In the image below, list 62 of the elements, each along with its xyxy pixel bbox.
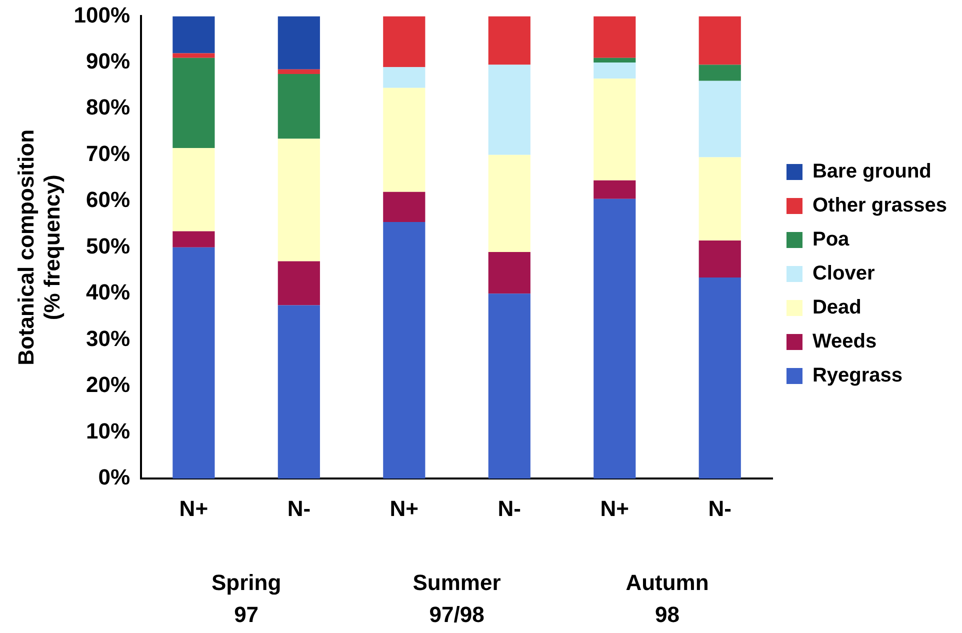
bar xyxy=(488,154,530,252)
y-tick-label: 80% xyxy=(86,94,130,120)
y-tick-label: 30% xyxy=(86,326,130,351)
legend-label: Ryegrass xyxy=(812,364,903,387)
bar xyxy=(278,16,320,70)
legend-label: Poa xyxy=(812,228,850,251)
bar xyxy=(488,294,530,479)
y-tick-label: 20% xyxy=(86,372,130,398)
bar xyxy=(698,277,741,479)
bar xyxy=(278,305,320,479)
bar xyxy=(172,53,215,58)
bar xyxy=(172,148,215,232)
y-tick-label: 10% xyxy=(86,418,130,444)
bar xyxy=(172,58,215,148)
y-tick-label: 100% xyxy=(74,2,130,28)
y-tick-label: 40% xyxy=(86,280,130,305)
bar xyxy=(172,231,215,248)
bar xyxy=(383,16,426,68)
x-tick-label: N- xyxy=(708,496,732,521)
bar xyxy=(383,192,426,222)
y-tick-label: 90% xyxy=(86,48,130,74)
legend-label: Dead xyxy=(812,296,862,319)
legend-label: Clover xyxy=(812,262,875,285)
bar xyxy=(594,16,636,58)
bar xyxy=(698,16,741,65)
x-tick-label: N- xyxy=(498,496,522,521)
bar xyxy=(698,64,741,81)
bar xyxy=(488,64,530,155)
bar xyxy=(488,16,530,65)
bar xyxy=(278,261,320,306)
y-tick-label: 0% xyxy=(98,464,130,490)
bar xyxy=(698,240,741,278)
bar xyxy=(594,180,636,199)
bar xyxy=(383,67,426,88)
bar xyxy=(278,138,320,262)
x-tick-label: N+ xyxy=(600,496,630,521)
text: Summer 97/98 xyxy=(412,570,502,628)
bar xyxy=(594,58,636,62)
legend-label: Bare ground xyxy=(812,160,932,183)
bar xyxy=(594,78,636,180)
text: Spring 97 xyxy=(211,570,282,628)
bar xyxy=(383,222,426,479)
y-tick-label: 50% xyxy=(86,233,130,258)
x-tick-label: N- xyxy=(287,496,311,521)
bar xyxy=(172,247,215,479)
bar xyxy=(278,74,320,139)
x-tick-label: N+ xyxy=(179,496,208,521)
y-tick-label: 70% xyxy=(86,140,130,166)
bar xyxy=(698,157,741,240)
x-tick-label: N+ xyxy=(390,496,419,521)
bar xyxy=(594,62,636,79)
legend-label: Weeds xyxy=(812,330,877,353)
bar xyxy=(698,80,741,158)
bar xyxy=(172,16,215,54)
text: Autumn 98 xyxy=(626,570,709,628)
legend-label: Other grasses xyxy=(812,194,948,217)
bar xyxy=(383,88,426,192)
y-axis-title: Botanical composition (% frequency) xyxy=(13,129,65,366)
y-tick-label: 60% xyxy=(86,187,130,212)
bar xyxy=(594,198,636,479)
bar xyxy=(488,252,530,294)
bar xyxy=(278,69,320,74)
